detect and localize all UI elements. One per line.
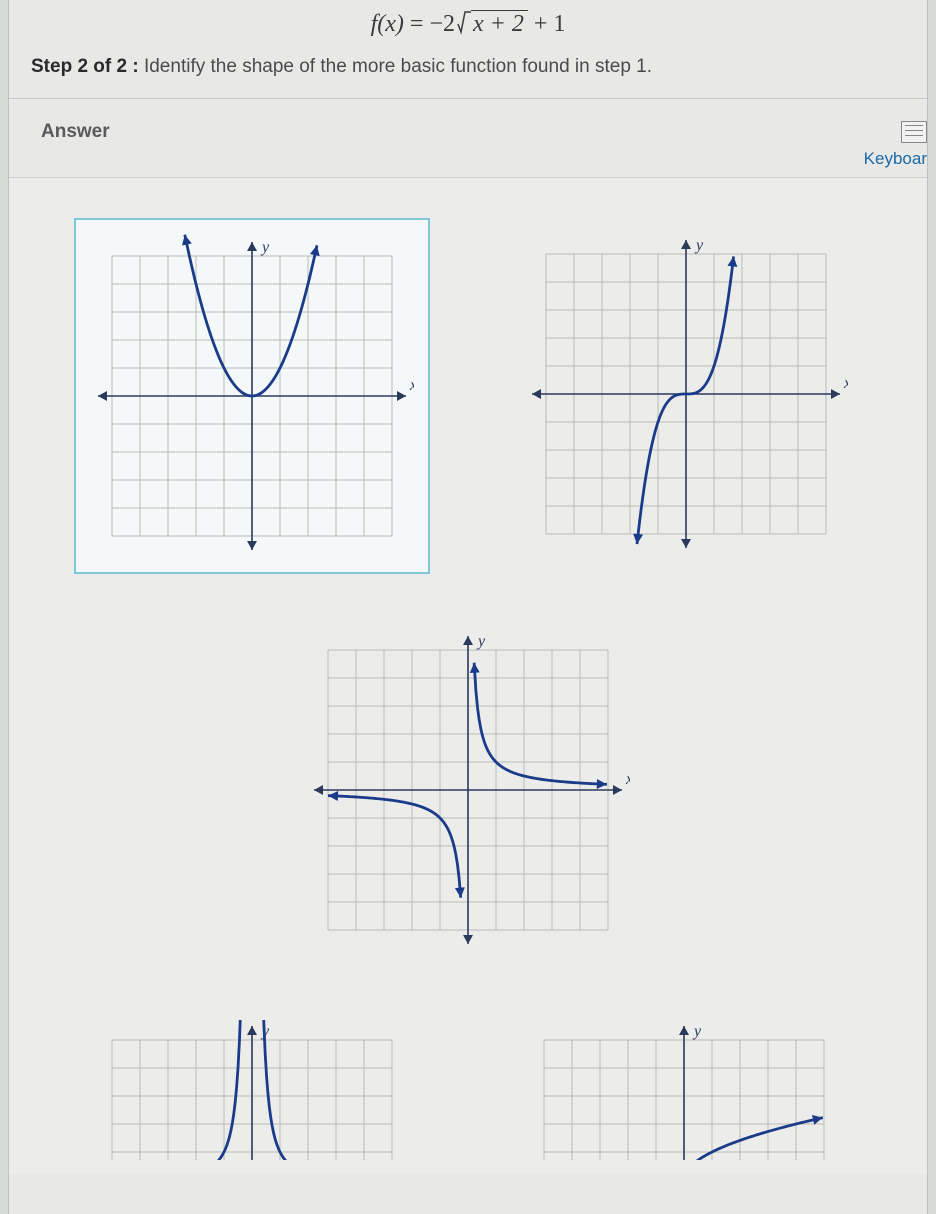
radicand: x + 2 [471, 10, 528, 37]
formula: f(x) = −2 x + 2 + 1 [9, 0, 927, 56]
graphs-area: yx yx yx yx yx [9, 178, 927, 1174]
svg-text:y: y [476, 633, 486, 650]
step-text: Identify the shape of the more basic fun… [139, 56, 652, 77]
formula-eq: = [404, 11, 430, 37]
answer-header: Answer Keyboar [9, 99, 927, 178]
graph-row-2: yx [9, 614, 927, 966]
svg-text:y: y [694, 237, 704, 254]
svg-text:y: y [692, 1023, 702, 1040]
keyboard-label: Keyboar [864, 149, 927, 169]
graph-option-reciprocal[interactable]: yx [292, 614, 644, 966]
keyboard-shortcut-box[interactable]: Keyboar [864, 121, 927, 169]
graph-row-3: yx yx [9, 1006, 927, 1174]
svg-text:x: x [409, 377, 414, 394]
answer-label: Answer [41, 121, 110, 143]
formula-coef: −2 [429, 11, 455, 37]
graph-row-1: yx yx [9, 218, 927, 574]
formula-tail: + 1 [528, 11, 566, 37]
graph-option-spike[interactable]: yx [76, 1006, 428, 1174]
svg-text:y: y [260, 239, 270, 256]
sqrt-symbol: x + 2 [455, 10, 528, 38]
step-prefix: Step 2 of 2 : [31, 56, 139, 77]
question-panel: f(x) = −2 x + 2 + 1 Step 2 of 2 : Identif… [8, 0, 928, 1214]
graph-option-cubic[interactable]: yx [510, 218, 862, 574]
formula-lhs: f(x) [371, 11, 404, 37]
graph-option-parabola[interactable]: yx [74, 218, 430, 574]
step-instruction: Step 2 of 2 : Identify the shape of the … [9, 56, 927, 99]
svg-text:x: x [625, 771, 630, 788]
graph-option-sqrt[interactable]: yx [508, 1006, 860, 1174]
svg-text:x: x [843, 375, 848, 392]
keyboard-icon [901, 121, 927, 143]
